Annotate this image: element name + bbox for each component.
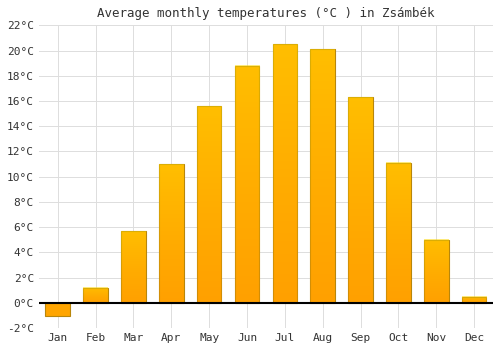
Bar [159, 164, 184, 303]
Bar [84, 288, 108, 303]
Bar [348, 97, 373, 303]
Bar [310, 49, 335, 303]
Bar [424, 240, 448, 303]
Bar [462, 297, 486, 303]
Title: Average monthly temperatures (°C ) in Zsámbék: Average monthly temperatures (°C ) in Zs… [97, 7, 434, 20]
Bar [197, 106, 222, 303]
Bar [272, 44, 297, 303]
Bar [121, 231, 146, 303]
Bar [234, 66, 260, 303]
Bar [46, 303, 70, 316]
Bar [386, 163, 410, 303]
